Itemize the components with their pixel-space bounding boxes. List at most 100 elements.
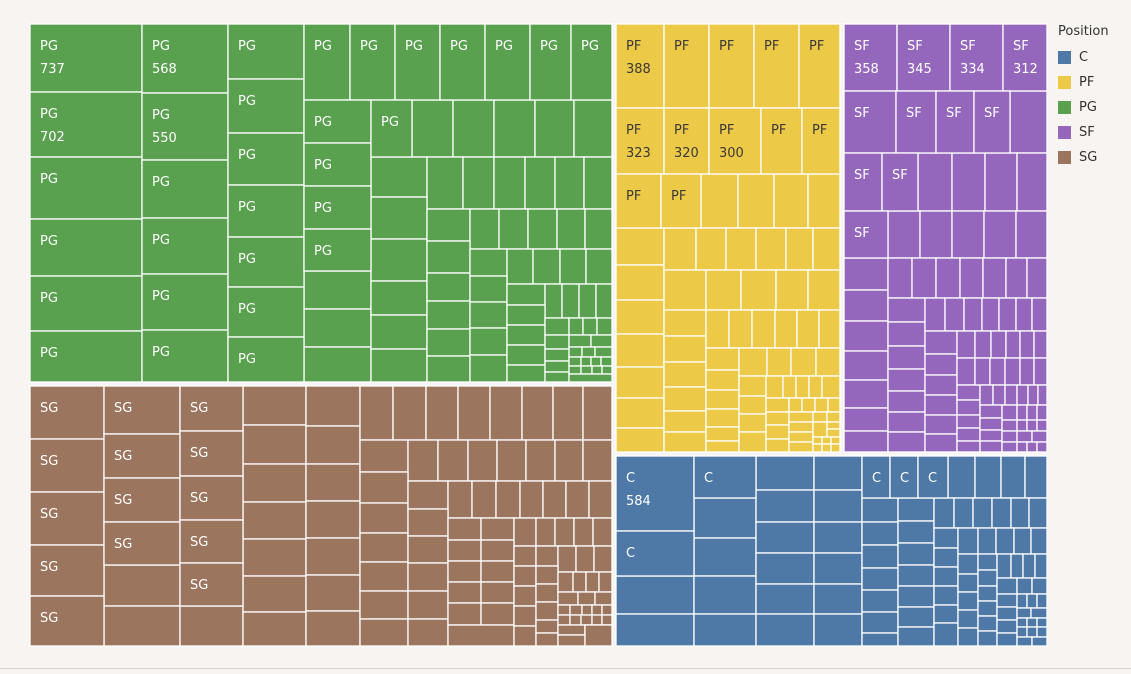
leaf-sf-small-12[interactable] xyxy=(843,320,889,352)
leaf-c-small-48[interactable] xyxy=(957,527,979,555)
leaf-pf-4[interactable] xyxy=(798,23,841,109)
leaf-c-small-19[interactable] xyxy=(974,455,1002,499)
leaf-sf-small-41[interactable] xyxy=(924,394,958,416)
leaf-sf-small-25[interactable] xyxy=(887,321,926,347)
leaf-sf-small-70[interactable] xyxy=(1026,404,1038,421)
leaf-sf-small-71[interactable] xyxy=(1036,404,1048,421)
leaf-c-small-54[interactable] xyxy=(957,573,979,593)
leaf-sf-small-29[interactable] xyxy=(887,411,926,433)
leaf-sf-small-6[interactable] xyxy=(919,210,953,259)
leaf-pg-23[interactable] xyxy=(484,23,531,101)
leaf-pf-small-32[interactable] xyxy=(796,309,820,349)
leaf-pg-small-60[interactable] xyxy=(581,346,596,358)
leaf-c-small-31[interactable] xyxy=(897,542,935,566)
leaf-pf-small-59[interactable] xyxy=(765,424,790,440)
leaf-sf-small-23[interactable] xyxy=(1026,257,1048,299)
leaf-pg-small-47[interactable] xyxy=(506,344,546,366)
leaf-sf-small-54[interactable] xyxy=(956,427,981,442)
leaf-pg-small-61[interactable] xyxy=(594,346,613,358)
leaf-pg-small-50[interactable] xyxy=(568,317,584,336)
leaf-pg-small-1[interactable] xyxy=(452,99,495,158)
leaf-c-small-71[interactable] xyxy=(996,593,1018,608)
leaf-sf-small-14[interactable] xyxy=(843,379,889,409)
leaf-sg-small-10[interactable] xyxy=(305,385,361,427)
leaf-pg-13[interactable] xyxy=(227,78,305,134)
leaf-sf-small-15[interactable] xyxy=(843,407,889,432)
leaf-c-small-56[interactable] xyxy=(957,609,979,629)
leaf-sg-small-5[interactable] xyxy=(242,463,307,503)
legend-item-sf[interactable]: SF xyxy=(1058,120,1109,145)
leaf-pg-small-39[interactable] xyxy=(469,354,508,383)
leaf-sg-small-23[interactable] xyxy=(552,385,584,441)
leaf-pg-0[interactable] xyxy=(29,23,143,93)
leaf-sg-small-75[interactable] xyxy=(513,605,537,627)
leaf-sf-small-75[interactable] xyxy=(1001,419,1018,432)
leaf-sg-small-102[interactable] xyxy=(584,624,613,647)
leaf-sg-small-84[interactable] xyxy=(585,571,600,593)
leaf-pg-small-9[interactable] xyxy=(426,156,464,210)
leaf-c-small-67[interactable] xyxy=(977,630,998,647)
leaf-pf-small-70[interactable] xyxy=(812,436,823,445)
leaf-pf-small-1[interactable] xyxy=(737,173,775,229)
leaf-sg-0[interactable] xyxy=(29,385,105,440)
leaf-sf-small-24[interactable] xyxy=(887,297,926,323)
leaf-pf-small-2[interactable] xyxy=(773,173,809,229)
leaf-pg-small-25[interactable] xyxy=(584,208,613,250)
leaf-pf-small-43[interactable] xyxy=(815,347,841,377)
leaf-c-5[interactable] xyxy=(917,455,949,499)
leaf-sf-small-1[interactable] xyxy=(917,152,953,212)
leaf-sg-small-6[interactable] xyxy=(242,501,307,540)
leaf-pg-small-63[interactable] xyxy=(580,356,592,367)
leaf-pf-small-7[interactable] xyxy=(615,333,665,368)
leaf-pf-small-15[interactable] xyxy=(785,227,814,271)
leaf-sf-small-42[interactable] xyxy=(924,414,958,435)
leaf-sf-8[interactable] xyxy=(843,152,883,212)
leaf-pg-17[interactable] xyxy=(227,286,305,338)
leaf-c-small-55[interactable] xyxy=(957,591,979,611)
leaf-sg-small-39[interactable] xyxy=(407,480,449,510)
legend-item-pf[interactable]: PF xyxy=(1058,70,1109,95)
leaf-sf-small-52[interactable] xyxy=(956,399,981,416)
leaf-sg-small-25[interactable] xyxy=(359,439,409,473)
leaf-c-small-77[interactable] xyxy=(1036,593,1048,609)
leaf-sf-small-18[interactable] xyxy=(911,257,937,299)
leaf-sg-9[interactable] xyxy=(179,385,244,432)
leaf-pg-small-20[interactable] xyxy=(426,208,471,242)
leaf-sf-small-83[interactable] xyxy=(1016,441,1028,453)
leaf-pf-small-10[interactable] xyxy=(615,427,665,453)
leaf-sg-small-20[interactable] xyxy=(457,385,491,441)
leaf-pf-small-55[interactable] xyxy=(801,397,816,413)
leaf-pf-small-31[interactable] xyxy=(774,309,798,349)
leaf-sg-small-63[interactable] xyxy=(447,581,482,604)
leaf-sg-small-97[interactable] xyxy=(591,614,603,626)
leaf-pg-small-3[interactable] xyxy=(534,99,575,158)
leaf-c-small-46[interactable] xyxy=(933,604,959,624)
leaf-pf-small-53[interactable] xyxy=(765,397,790,413)
leaf-pf-small-16[interactable] xyxy=(812,227,841,271)
leaf-pg-small-56[interactable] xyxy=(544,371,570,383)
leaf-sf-3[interactable] xyxy=(1002,23,1048,92)
leaf-sf-small-53[interactable] xyxy=(956,414,981,429)
leaf-sf-6[interactable] xyxy=(935,90,975,154)
leaf-pg-small-49[interactable] xyxy=(544,317,570,336)
leaf-c-small-74[interactable] xyxy=(996,632,1018,647)
leaf-sg-small-88[interactable] xyxy=(594,591,613,606)
leaf-c-small-7[interactable] xyxy=(755,489,815,523)
leaf-pf-small-33[interactable] xyxy=(818,309,841,349)
leaf-sg-small-17[interactable] xyxy=(359,385,394,441)
leaf-pf-small-11[interactable] xyxy=(663,227,697,271)
leaf-sf-small-44[interactable] xyxy=(956,330,976,359)
leaf-pf-small-72[interactable] xyxy=(830,436,841,445)
leaf-pf-small-41[interactable] xyxy=(766,347,792,377)
leaf-sg-small-61[interactable] xyxy=(447,560,482,583)
leaf-sg-small-68[interactable] xyxy=(513,545,537,567)
leaf-pg-small-22[interactable] xyxy=(498,208,529,250)
leaf-c-small-65[interactable] xyxy=(977,600,998,617)
leaf-sg-small-4[interactable] xyxy=(242,424,307,465)
leaf-pg-small-21[interactable] xyxy=(469,208,500,250)
leaf-sg-small-8[interactable] xyxy=(242,575,307,613)
leaf-sg-small-57[interactable] xyxy=(573,517,594,547)
leaf-sg-small-12[interactable] xyxy=(305,463,361,502)
leaf-pg-4[interactable] xyxy=(29,275,143,332)
leaf-c-small-63[interactable] xyxy=(977,569,998,587)
